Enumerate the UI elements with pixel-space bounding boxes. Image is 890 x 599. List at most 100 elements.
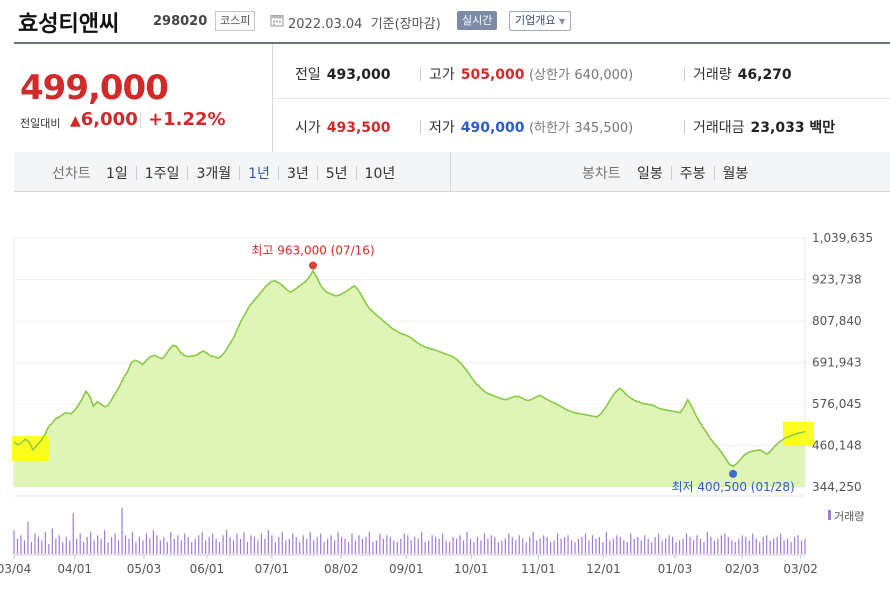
volume-bar	[131, 531, 134, 554]
lower-limit-label: (하한가	[528, 121, 570, 136]
volume-bar	[368, 531, 371, 554]
volume-bar	[720, 535, 722, 554]
tab-3m[interactable]: 3개월	[196, 166, 232, 182]
volume-bar	[476, 536, 479, 554]
change-label: 전일대비	[20, 117, 61, 130]
volume-bar	[570, 540, 573, 554]
price-chart[interactable]: 거래량 최고 963,000 (07/16) 최저 400,500 (01/28)…	[0, 200, 890, 599]
stat-high: 고가 505,000 (상한가 640,000)	[420, 64, 633, 84]
volume-bar	[692, 540, 695, 554]
volume-bar	[619, 536, 621, 554]
volume-bar	[438, 538, 440, 554]
volume-bar	[13, 530, 15, 554]
tab-1w[interactable]: 1주일	[144, 166, 180, 182]
volume-bar	[138, 536, 141, 554]
y-tick-label: 807,840	[812, 314, 862, 328]
divider	[420, 67, 421, 81]
volume-bar	[236, 533, 238, 554]
stat-label: 저가	[429, 120, 455, 136]
volume-bar	[560, 538, 562, 554]
volume-bar	[58, 535, 60, 554]
tab-daily[interactable]: 일봉	[637, 166, 663, 182]
volume-bar	[180, 540, 182, 554]
volume-bar	[518, 535, 520, 554]
stock-code: 298020	[153, 14, 208, 29]
volume-bar	[731, 540, 733, 554]
volume-bar	[55, 538, 57, 554]
company-name: 효성티앤씨	[18, 12, 120, 37]
volume-bar	[191, 542, 193, 554]
volume-bar	[114, 533, 116, 554]
volume-bar	[793, 536, 796, 554]
y-tick-label: 576,045	[812, 397, 862, 411]
volume-bar	[135, 542, 137, 554]
volume-bar	[762, 536, 764, 554]
volume-bar	[435, 536, 437, 554]
stat-value: 493,500	[326, 120, 391, 136]
tab-monthly[interactable]: 월봉	[722, 166, 749, 182]
as-of-date: 2022.03.04 기준(장마감)	[288, 17, 441, 32]
volume-bar	[124, 535, 127, 554]
volume-bar	[170, 531, 172, 554]
volume-bar	[121, 508, 123, 554]
volume-bar	[678, 540, 681, 554]
volume-bar	[487, 538, 489, 554]
volume-bar	[455, 538, 458, 554]
volume-bar	[149, 538, 151, 554]
realtime-button[interactable]: 실시간	[457, 11, 498, 30]
volume-bar	[382, 538, 384, 554]
volume-bar	[633, 538, 635, 554]
stat-open: 시가 493,500	[295, 117, 391, 137]
volume-bar	[783, 540, 785, 554]
volume-bar	[198, 535, 200, 554]
tab-1y[interactable]: 1년	[248, 166, 270, 182]
volume-bar	[72, 513, 74, 554]
volume-bar	[532, 531, 534, 554]
divider	[272, 98, 890, 99]
volume-bar	[344, 538, 346, 554]
volume-bar	[665, 538, 667, 554]
volume-bar	[550, 542, 552, 554]
volume-bar	[546, 536, 548, 554]
volume-bar	[229, 536, 231, 554]
volume-bar	[696, 535, 698, 554]
x-tick-label: 10/01	[454, 562, 489, 576]
tab-5y[interactable]: 5년	[325, 166, 348, 182]
volume-bar	[205, 540, 207, 554]
volume-bar	[253, 536, 256, 554]
volume-bar	[292, 533, 294, 554]
volume-bar	[623, 540, 625, 554]
volume-bar	[323, 542, 325, 554]
corp-info-dropdown[interactable]: 기업개요 ▼	[509, 11, 572, 31]
volume-bar	[278, 536, 280, 554]
volume-bar	[163, 536, 165, 554]
tab-1d[interactable]: 1일	[106, 166, 128, 182]
stat-value: 23,033 백만	[750, 120, 836, 136]
volume-bar	[661, 540, 663, 554]
tab-3y[interactable]: 3년	[286, 166, 309, 182]
volume-bar	[257, 540, 259, 554]
volume-bar	[790, 542, 792, 554]
volume-bar	[386, 535, 388, 554]
volume-bar	[605, 531, 607, 554]
volume-bar	[271, 535, 273, 554]
volume-bar	[76, 538, 78, 554]
volume-bar	[145, 533, 148, 554]
tab-weekly[interactable]: 주봉	[679, 166, 706, 182]
volume-bar	[637, 536, 639, 554]
volume-bar	[417, 538, 419, 554]
stat-label: 거래량	[693, 67, 732, 83]
volume-bar	[658, 533, 660, 554]
volume-bar	[320, 533, 322, 554]
tab-10y[interactable]: 10년	[364, 166, 396, 182]
volume-bar	[100, 538, 102, 554]
volume-bar	[699, 538, 702, 554]
stat-trade-value: 거래대금 23,033 백만	[684, 117, 835, 137]
volume-bar	[745, 536, 747, 554]
volume-bar	[232, 540, 235, 554]
volume-bar	[525, 542, 527, 554]
volume-bar	[466, 531, 468, 554]
volume-bar	[459, 535, 461, 554]
volume-bar	[556, 533, 559, 554]
low-marker	[729, 469, 738, 478]
